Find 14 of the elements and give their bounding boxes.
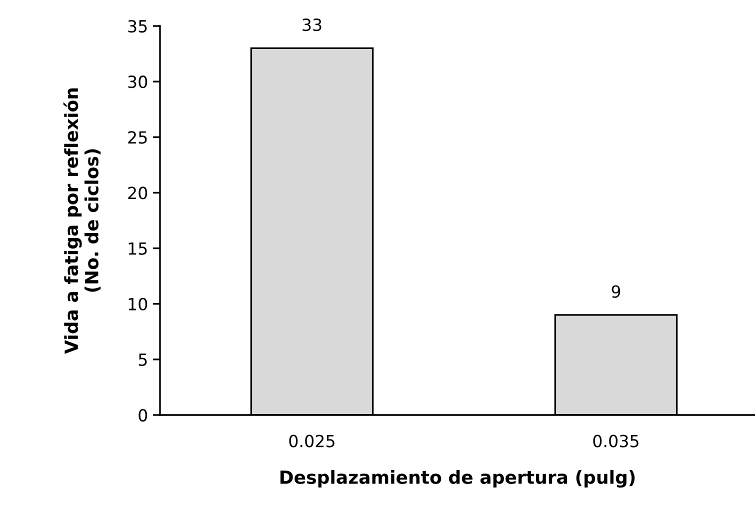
y-tick-label: 5 (138, 354, 147, 366)
y-axis-title: Vida a fatiga por reflexión (No. de ciclos) (63, 88, 101, 354)
y-tick-label: 0 (138, 408, 148, 422)
data-label: 33 (302, 18, 322, 32)
y-tick-label: 10 (128, 298, 148, 310)
x-axis-title: Desplazamiento de apertura (pulg) (280, 470, 635, 488)
x-tick-label: 0.035 (593, 434, 638, 448)
y-tick-label: 15 (128, 242, 147, 255)
y-tick-label: 30 (128, 76, 148, 88)
y-tick-label: 35 (128, 20, 147, 33)
y-tick-label: 25 (128, 131, 147, 144)
x-tick-label: 0.025 (289, 434, 334, 448)
data-label: 9 (612, 285, 620, 298)
y-tick-label: 20 (128, 186, 148, 200)
